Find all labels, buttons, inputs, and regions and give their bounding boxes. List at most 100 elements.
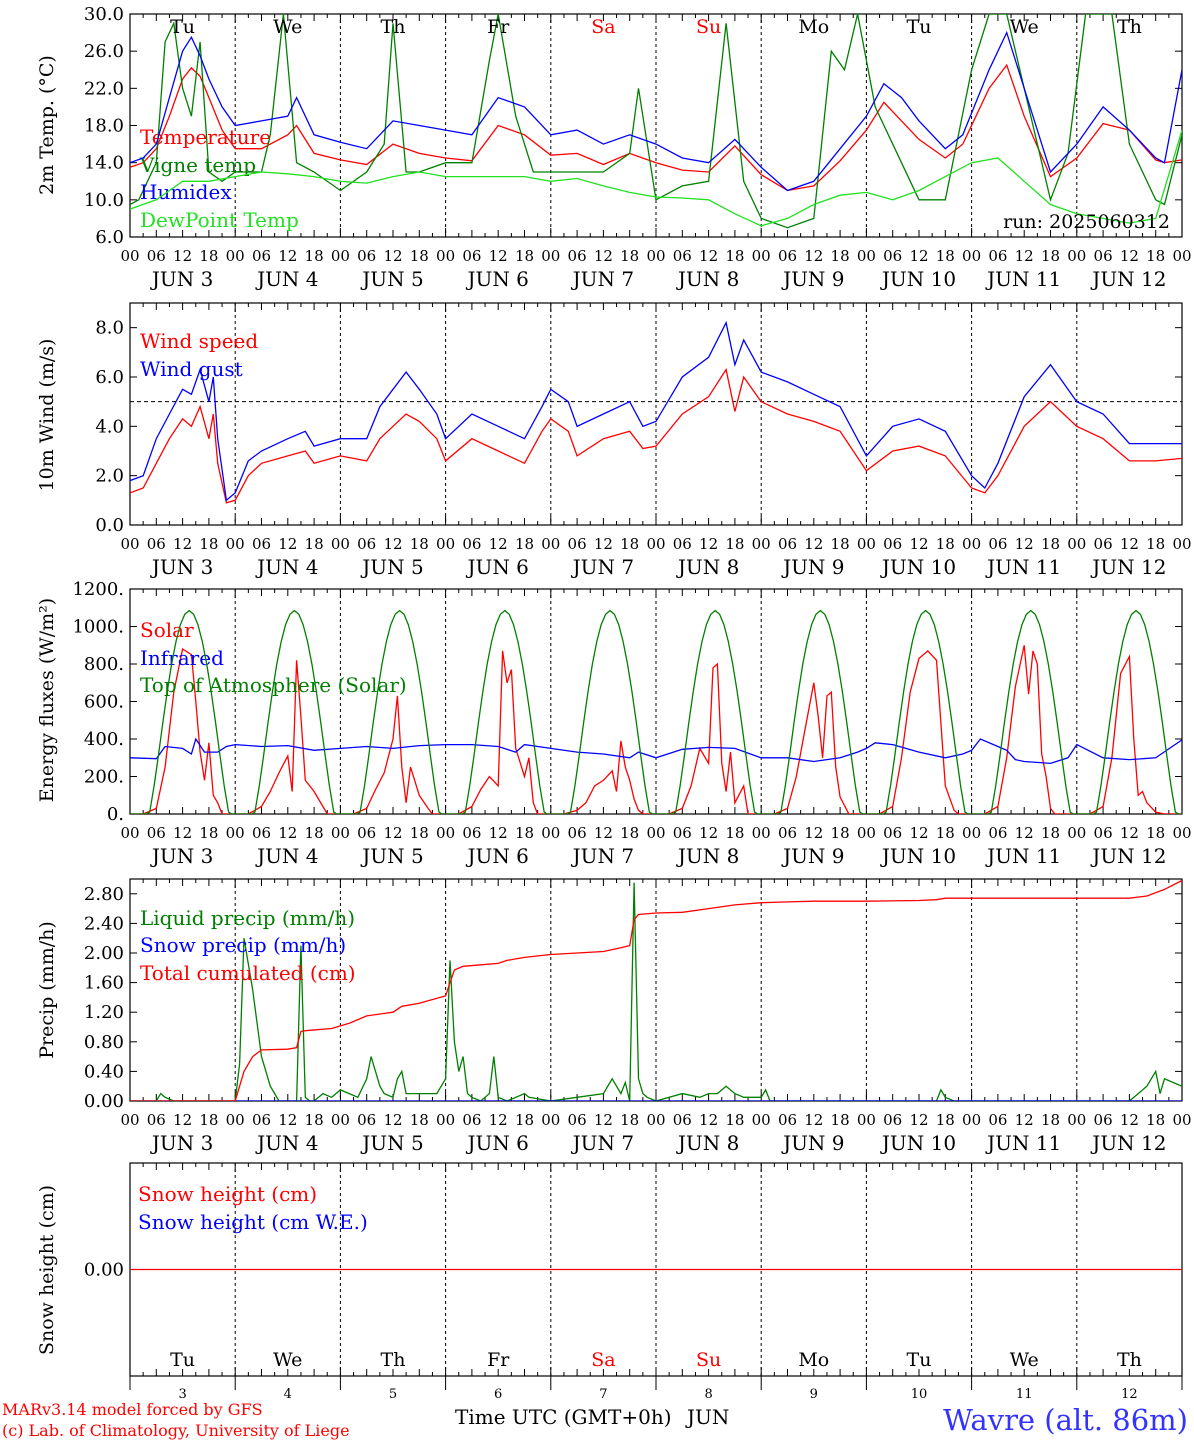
date-label: JUN 9 [781, 844, 844, 868]
date-label: JUN 7 [571, 555, 634, 579]
hour-tick-label: 06 [357, 1111, 376, 1129]
hour-tick-label: 18 [1146, 824, 1165, 842]
hour-tick-label: 00 [646, 247, 665, 265]
hour-tick-label: 18 [515, 535, 534, 553]
day-ticks [129, 1376, 1183, 1390]
y-tick-label: 0.40 [84, 1061, 124, 1082]
y-tick-label: 200. [84, 767, 124, 788]
hour-tick-label: 00 [1067, 824, 1086, 842]
hour-tick-label: 00 [436, 247, 455, 265]
hour-tick-label: 12 [699, 535, 718, 553]
hour-tick-label: 12 [1120, 535, 1139, 553]
hour-tick-label: 00 [1067, 247, 1086, 265]
hour-tick-label: 00 [120, 247, 139, 265]
hour-tick-label: 06 [673, 1111, 692, 1129]
hour-tick-label: 18 [725, 824, 744, 842]
legend-entry: Vigne temp [139, 153, 256, 177]
hour-tick-label: 06 [462, 535, 481, 553]
hour-tick-label: 06 [568, 247, 587, 265]
series-line-humidex [130, 30, 1182, 192]
panel-frame [129, 588, 1183, 815]
hour-tick-label: 06 [252, 1111, 271, 1129]
weekday-label: We [1010, 1349, 1039, 1371]
weekday-label: Tu [170, 1349, 195, 1371]
y-tick-label: 22.0 [84, 78, 124, 99]
hour-tick-label: 00 [1172, 247, 1191, 265]
date-label: JUN 5 [360, 844, 423, 868]
legend-entry: Snow precip (mm/h) [140, 933, 346, 957]
hour-tick-label: 12 [804, 247, 823, 265]
time-axis-title: Time UTC (GMT+0h) [455, 1405, 672, 1429]
hour-tick-label: 12 [909, 824, 928, 842]
date-label: JUN 7 [571, 267, 634, 291]
date-label: JUN 6 [465, 844, 528, 868]
y-tick-label: 1000. [72, 617, 124, 638]
hour-tick-label: 00 [1172, 535, 1191, 553]
hour-tick-label: 18 [831, 535, 850, 553]
hour-tick-label: 18 [515, 824, 534, 842]
y-tick-label: 1.60 [84, 973, 124, 994]
date-label: JUN 10 [880, 267, 956, 291]
hour-tick-label: 18 [1041, 1111, 1060, 1129]
hour-tick-label: 18 [1041, 247, 1060, 265]
hour-tick-label: 12 [489, 247, 508, 265]
legend-entry: Liquid precip (mm/h) [140, 906, 355, 930]
hour-tick-label: 06 [883, 824, 902, 842]
hour-tick-label: 00 [962, 535, 981, 553]
weekday-label: Su [696, 1349, 721, 1371]
series-line-temperature [130, 63, 1182, 192]
hour-tick-label: 12 [383, 1111, 402, 1129]
weekday-label: Th [1117, 16, 1142, 38]
date-label: JUN 11 [985, 267, 1061, 291]
y-tick-label: 0.00 [84, 1260, 124, 1281]
hour-tick-label: 06 [778, 247, 797, 265]
date-label: JUN 6 [465, 555, 528, 579]
hour-tick-label: 00 [857, 1111, 876, 1129]
hour-tick-label: 06 [778, 1111, 797, 1129]
panel-wind: 0.0 2.0 4.0 6.0 8.0 10m Wind (m/s) Wind speed W… [36, 302, 1192, 579]
weekday-label: Th [381, 1349, 406, 1371]
hour-tick-label: 12 [699, 1111, 718, 1129]
hour-tick-label: 18 [1041, 535, 1060, 553]
hour-tick-label: 06 [357, 535, 376, 553]
hour-tick-label: 18 [199, 535, 218, 553]
panel-temperature: 6.0 10.0 14.0 18.0 22.0 26.0 30.0 2m Temp. (°C)… [36, 4, 1192, 291]
legend-entry: Snow height (cm W.E.) [138, 1210, 368, 1234]
date-label: JUN 7 [571, 1131, 634, 1155]
y-tick-label: 2.40 [84, 913, 124, 934]
weekday-label: Th [381, 16, 406, 38]
y-tick-label: 400. [84, 729, 124, 750]
hour-tick-label: 06 [883, 535, 902, 553]
hour-tick-label: 00 [752, 1111, 771, 1129]
hour-tick-label: 06 [1094, 535, 1113, 553]
series-line-total-cumulated-cm [130, 879, 1182, 1101]
hour-tick-label: 12 [489, 1111, 508, 1129]
hour-tick-label: 12 [278, 1111, 297, 1129]
hour-tick-label: 18 [831, 247, 850, 265]
hour-tick-label: 00 [646, 535, 665, 553]
hour-tick-label: 06 [1094, 824, 1113, 842]
hour-tick-label: 12 [909, 1111, 928, 1129]
hour-tick-label: 12 [173, 824, 192, 842]
hour-tick-label: 00 [331, 824, 350, 842]
hour-tick-label: 12 [594, 824, 613, 842]
panel-snow: 0.00 Snow height (cm) Snow height (cm) Snow… [36, 1162, 1183, 1377]
hour-tick-label: 12 [278, 535, 297, 553]
hour-tick-label: 12 [1120, 824, 1139, 842]
hour-tick-label: 12 [594, 535, 613, 553]
weekday-label: Tu [170, 16, 195, 38]
legend-entry: Infrared [140, 646, 224, 670]
hour-tick-label: 00 [1067, 1111, 1086, 1129]
hour-tick-label: 00 [226, 247, 245, 265]
hour-tick-label: 06 [778, 535, 797, 553]
hour-tick-label: 18 [199, 247, 218, 265]
date-label: JUN 10 [880, 1131, 956, 1155]
y-tick-label: 1200. [72, 579, 124, 600]
hour-tick-label: 12 [1015, 247, 1034, 265]
weekday-label: Sa [591, 16, 615, 38]
hour-tick-label: 06 [357, 247, 376, 265]
date-label: JUN 11 [985, 844, 1061, 868]
hour-tick-label: 00 [226, 1111, 245, 1129]
date-label: JUN 5 [360, 267, 423, 291]
